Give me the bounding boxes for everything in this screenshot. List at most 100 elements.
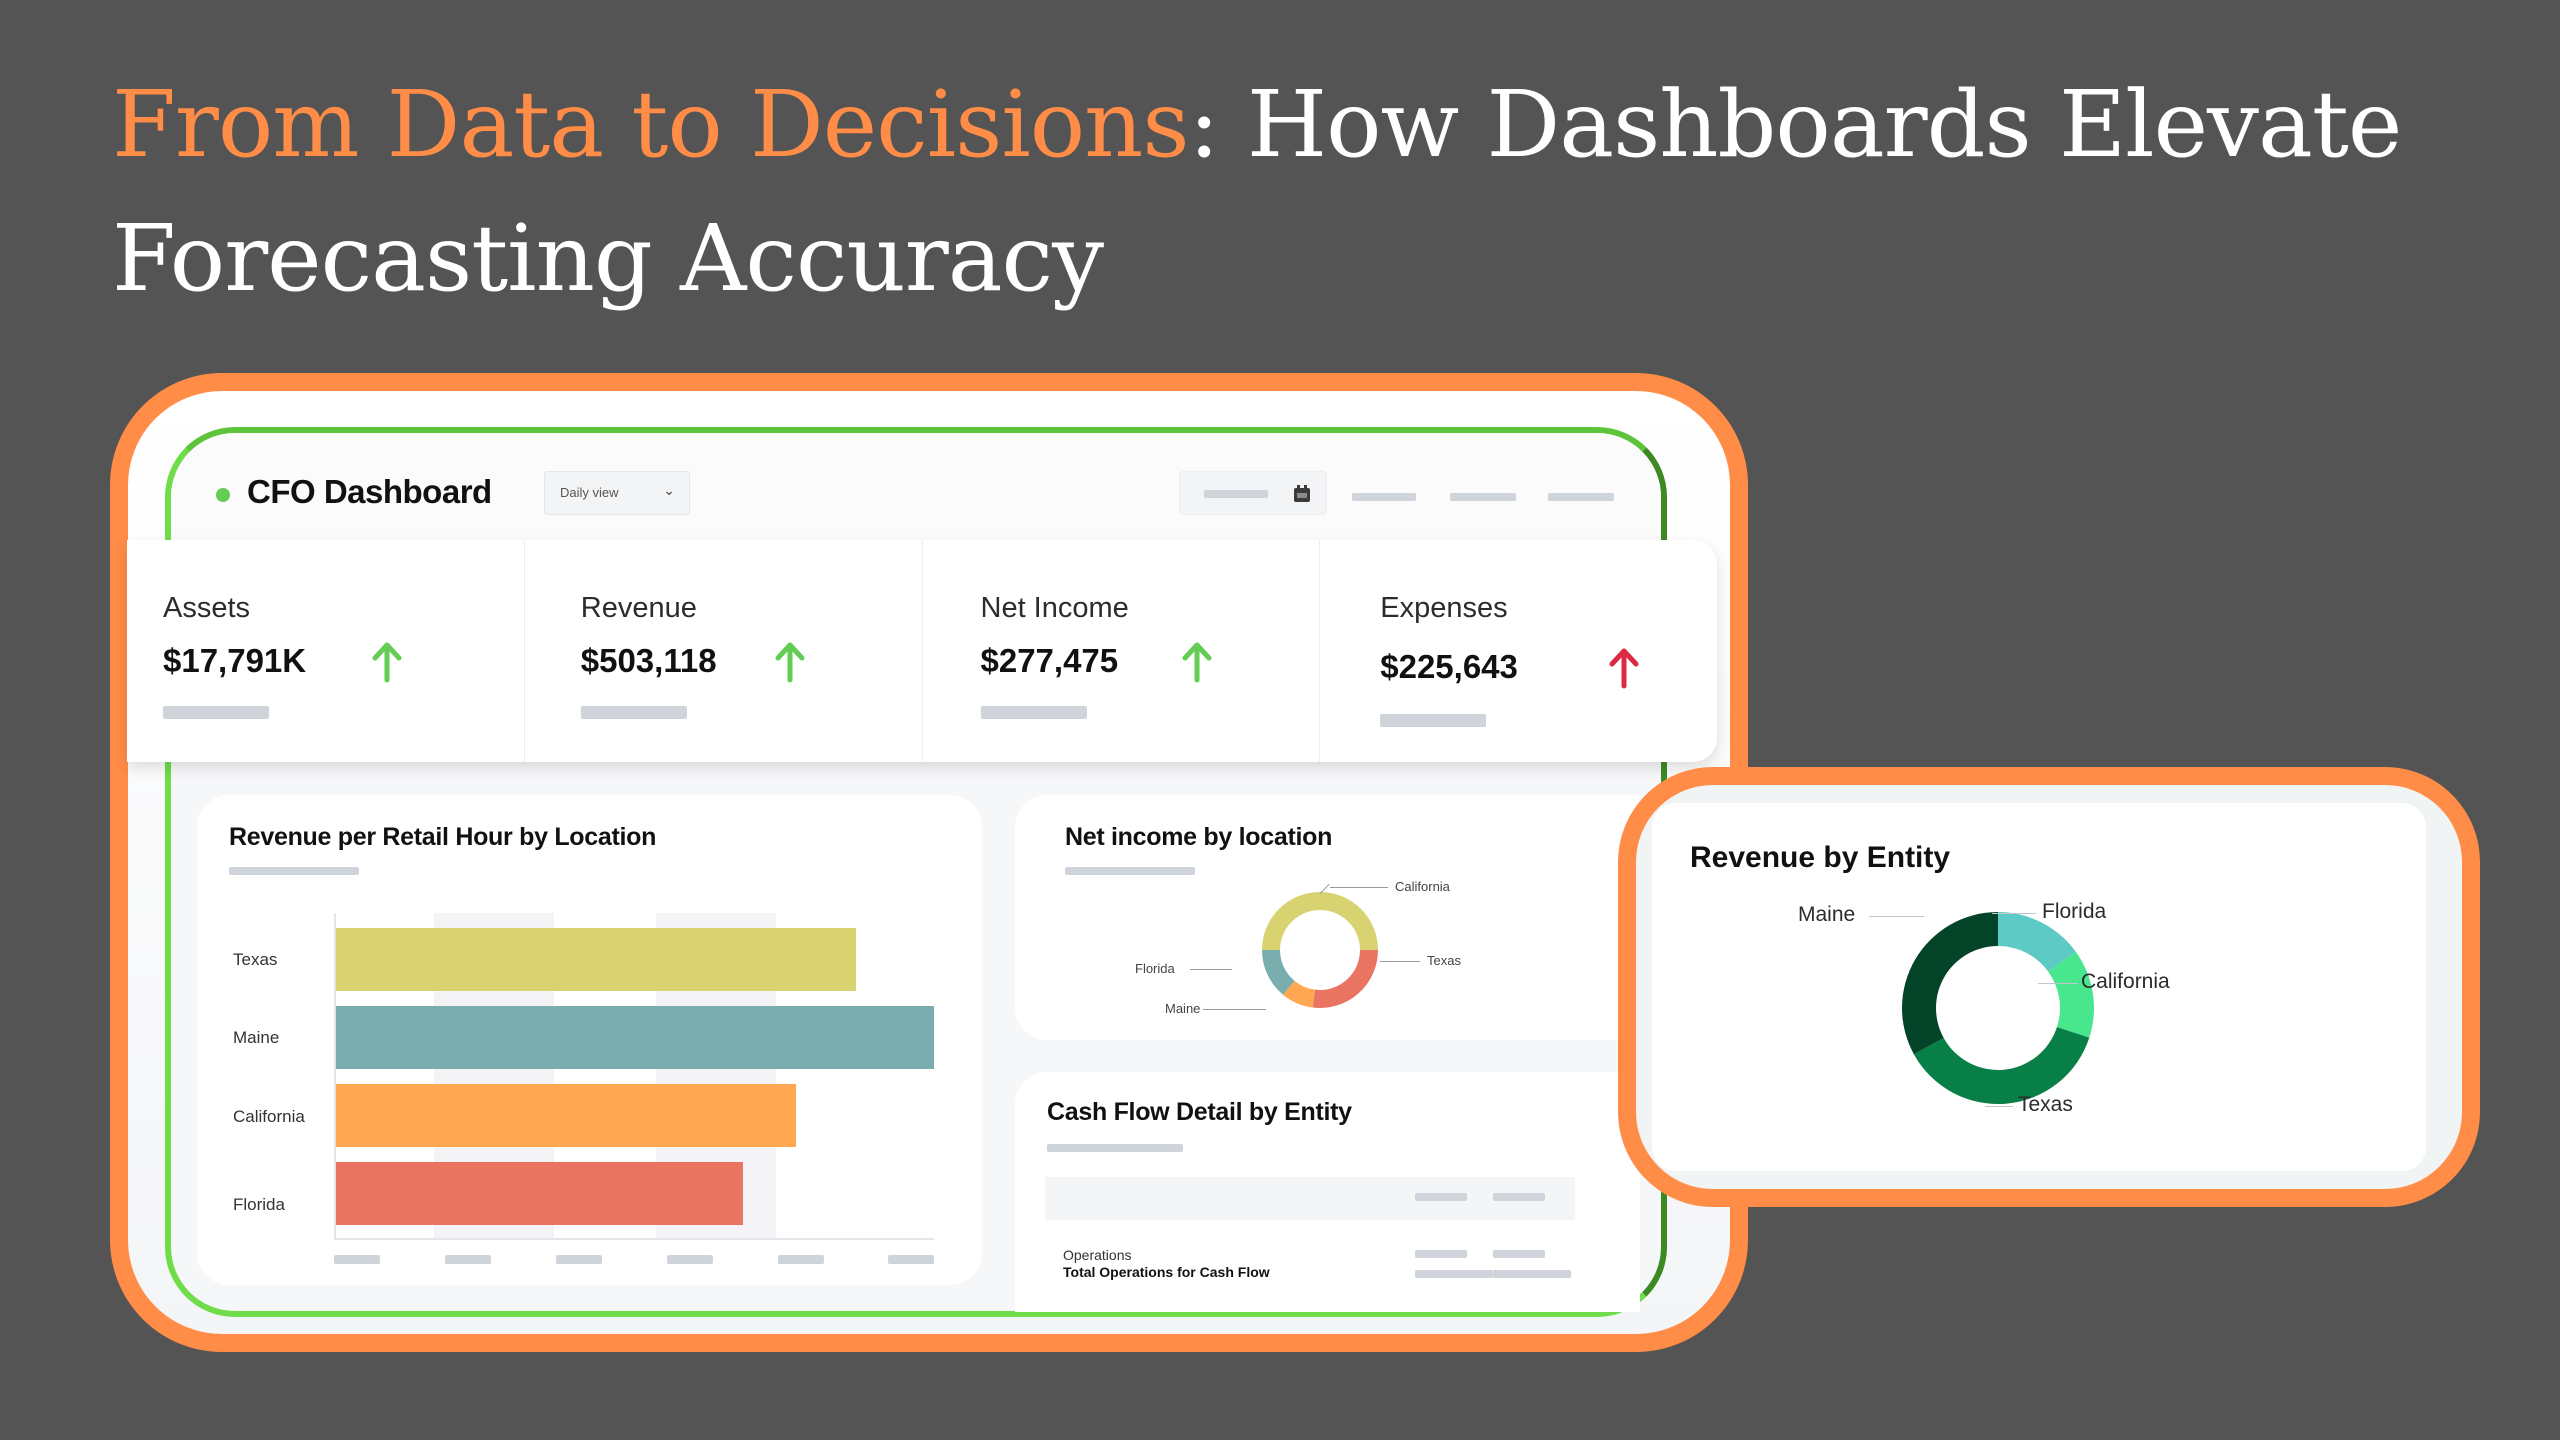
kpi-value: $503,118 — [580, 642, 717, 679]
net-income-by-location-card: Net income by location California Texas … — [1015, 795, 1640, 1040]
arrow-up-icon — [1609, 648, 1639, 689]
kpi-sub-placeholder — [980, 706, 1087, 719]
kpi-label: Expenses — [1380, 592, 1508, 624]
cell-placeholder — [1415, 1250, 1467, 1258]
donut-label: Texas — [2018, 1093, 2073, 1116]
bar-florida[interactable] — [336, 1162, 743, 1225]
donut-segment-california[interactable] — [1262, 892, 1378, 950]
cell-placeholder — [1493, 1270, 1571, 1278]
view-select-dropdown[interactable]: Daily view ⌄ — [544, 471, 690, 515]
card-title: Net income by location — [1065, 823, 1333, 851]
donut-label: Florida — [1135, 961, 1175, 976]
donut-segment-maine[interactable] — [1902, 912, 1998, 1055]
cell-placeholder — [1415, 1270, 1493, 1278]
bar-label: Texas — [233, 950, 278, 969]
donut-label: Maine — [1798, 903, 1856, 926]
column-header-placeholder — [1415, 1193, 1467, 1201]
x-tick-placeholder — [667, 1255, 713, 1264]
donut-label: California — [1395, 879, 1450, 894]
cell-placeholder — [1493, 1250, 1545, 1258]
leader-line — [1330, 887, 1388, 888]
donut-segment-florida[interactable] — [1262, 950, 1295, 995]
card-title: Revenue by Entity — [1690, 841, 1951, 874]
kpi-expenses[interactable]: Expenses $225,643 — [1320, 540, 1717, 762]
donut-segment-california[interactable] — [2048, 951, 2094, 1038]
header-link-2[interactable] — [1450, 493, 1516, 501]
leader-line — [1992, 913, 2036, 914]
kpi-value: $17,791K — [163, 642, 307, 679]
kpi-net-income[interactable]: Net Income $277,475 — [923, 540, 1321, 762]
date-picker[interactable] — [1179, 471, 1327, 515]
donut-segment-texas[interactable] — [1312, 950, 1378, 1008]
card-subtitle-placeholder — [229, 867, 359, 875]
revenue-by-entity-donut-chart[interactable] — [1898, 908, 2098, 1108]
header-link-1[interactable] — [1352, 493, 1416, 501]
x-tick-placeholder — [888, 1255, 934, 1264]
headline-accent: From Data to Decisions — [112, 71, 1190, 178]
kpi-label: Revenue — [580, 592, 697, 624]
donut-label: California — [2081, 970, 2170, 993]
kpi-assets[interactable]: Assets $17,791K — [127, 540, 525, 762]
leader-line — [1203, 1009, 1266, 1010]
card-title: Revenue per Retail Hour by Location — [229, 823, 657, 851]
kpi-value: $225,643 — [1380, 648, 1518, 685]
cash-flow-detail-card: Cash Flow Detail by Entity Operations To… — [1015, 1072, 1640, 1312]
revenue-by-entity-card: Revenue by Entity Maine Florida Californ… — [1652, 803, 2426, 1171]
revenue-by-entity-frame: Revenue by Entity Maine Florida Californ… — [1618, 767, 2480, 1207]
headline-line-2: Forecasting Accuracy — [112, 205, 1104, 312]
view-select-value: Daily view — [560, 485, 619, 500]
page-headline: From Data to Decisions: How Dashboards E… — [112, 58, 2412, 326]
card-subtitle-placeholder — [1065, 867, 1195, 875]
bar-california[interactable] — [336, 1084, 797, 1147]
kpi-sub-placeholder — [1380, 714, 1487, 727]
dashboard-title: CFO Dashboard — [247, 473, 492, 510]
table-row-label: Operations — [1063, 1247, 1132, 1263]
column-header-placeholder — [1493, 1193, 1545, 1201]
kpi-label: Net Income — [980, 592, 1129, 624]
revenue-per-retail-hour-card: Revenue per Retail Hour by Location Texa… — [197, 795, 982, 1285]
header-link-3[interactable] — [1548, 493, 1614, 501]
bar-maine[interactable] — [336, 1006, 934, 1069]
x-tick-placeholder — [445, 1255, 491, 1264]
kpi-value: $277,475 — [980, 642, 1119, 679]
donut-segment-maine[interactable] — [1283, 980, 1315, 1008]
bar-label: California — [233, 1107, 305, 1126]
donut-segment-florida[interactable] — [1998, 912, 2076, 972]
dashboard-header: CFO Dashboard Daily view ⌄ — [171, 433, 1661, 545]
leader-line — [1190, 969, 1232, 970]
headline-rest: : How Dashboards Elevate — [1188, 71, 2403, 178]
leader-line — [1869, 916, 1924, 917]
status-dot-icon — [216, 488, 230, 502]
bar-label: Florida — [233, 1195, 285, 1214]
x-tick-placeholder — [334, 1255, 380, 1264]
donut-segment-texas[interactable] — [1913, 1027, 2090, 1104]
donut-label: Maine — [1165, 1001, 1201, 1016]
leader-line — [1985, 1106, 2013, 1107]
bar-label: Maine — [233, 1028, 280, 1047]
arrow-up-icon — [775, 642, 805, 683]
kpi-strip: Assets $17,791K Revenue $503,118 Net Inc… — [127, 540, 1717, 762]
y-axis — [334, 913, 336, 1240]
arrow-up-icon — [1182, 642, 1211, 683]
calendar-icon — [1294, 485, 1310, 502]
x-tick-placeholder — [556, 1255, 602, 1264]
kpi-label: Assets — [163, 592, 251, 624]
donut-label: Florida — [2042, 900, 2107, 923]
arrow-up-icon — [372, 642, 402, 683]
bar-texas[interactable] — [336, 928, 857, 991]
bar-chart — [334, 913, 934, 1240]
chevron-down-icon: ⌄ — [663, 482, 675, 498]
table-header-row — [1045, 1177, 1575, 1220]
leader-line — [1380, 961, 1420, 962]
card-title: Cash Flow Detail by Entity — [1047, 1098, 1352, 1126]
date-placeholder — [1204, 490, 1268, 498]
table-row-label: Total Operations for Cash Flow — [1063, 1264, 1270, 1280]
leader-line — [2038, 983, 2078, 984]
donut-label: Texas — [1427, 953, 1461, 968]
net-income-donut-chart[interactable] — [1260, 890, 1380, 1010]
x-axis — [334, 1238, 934, 1240]
kpi-revenue[interactable]: Revenue $503,118 — [525, 540, 923, 762]
kpi-sub-placeholder — [163, 706, 269, 719]
card-subtitle-placeholder — [1047, 1144, 1183, 1152]
x-tick-placeholder — [778, 1255, 824, 1264]
